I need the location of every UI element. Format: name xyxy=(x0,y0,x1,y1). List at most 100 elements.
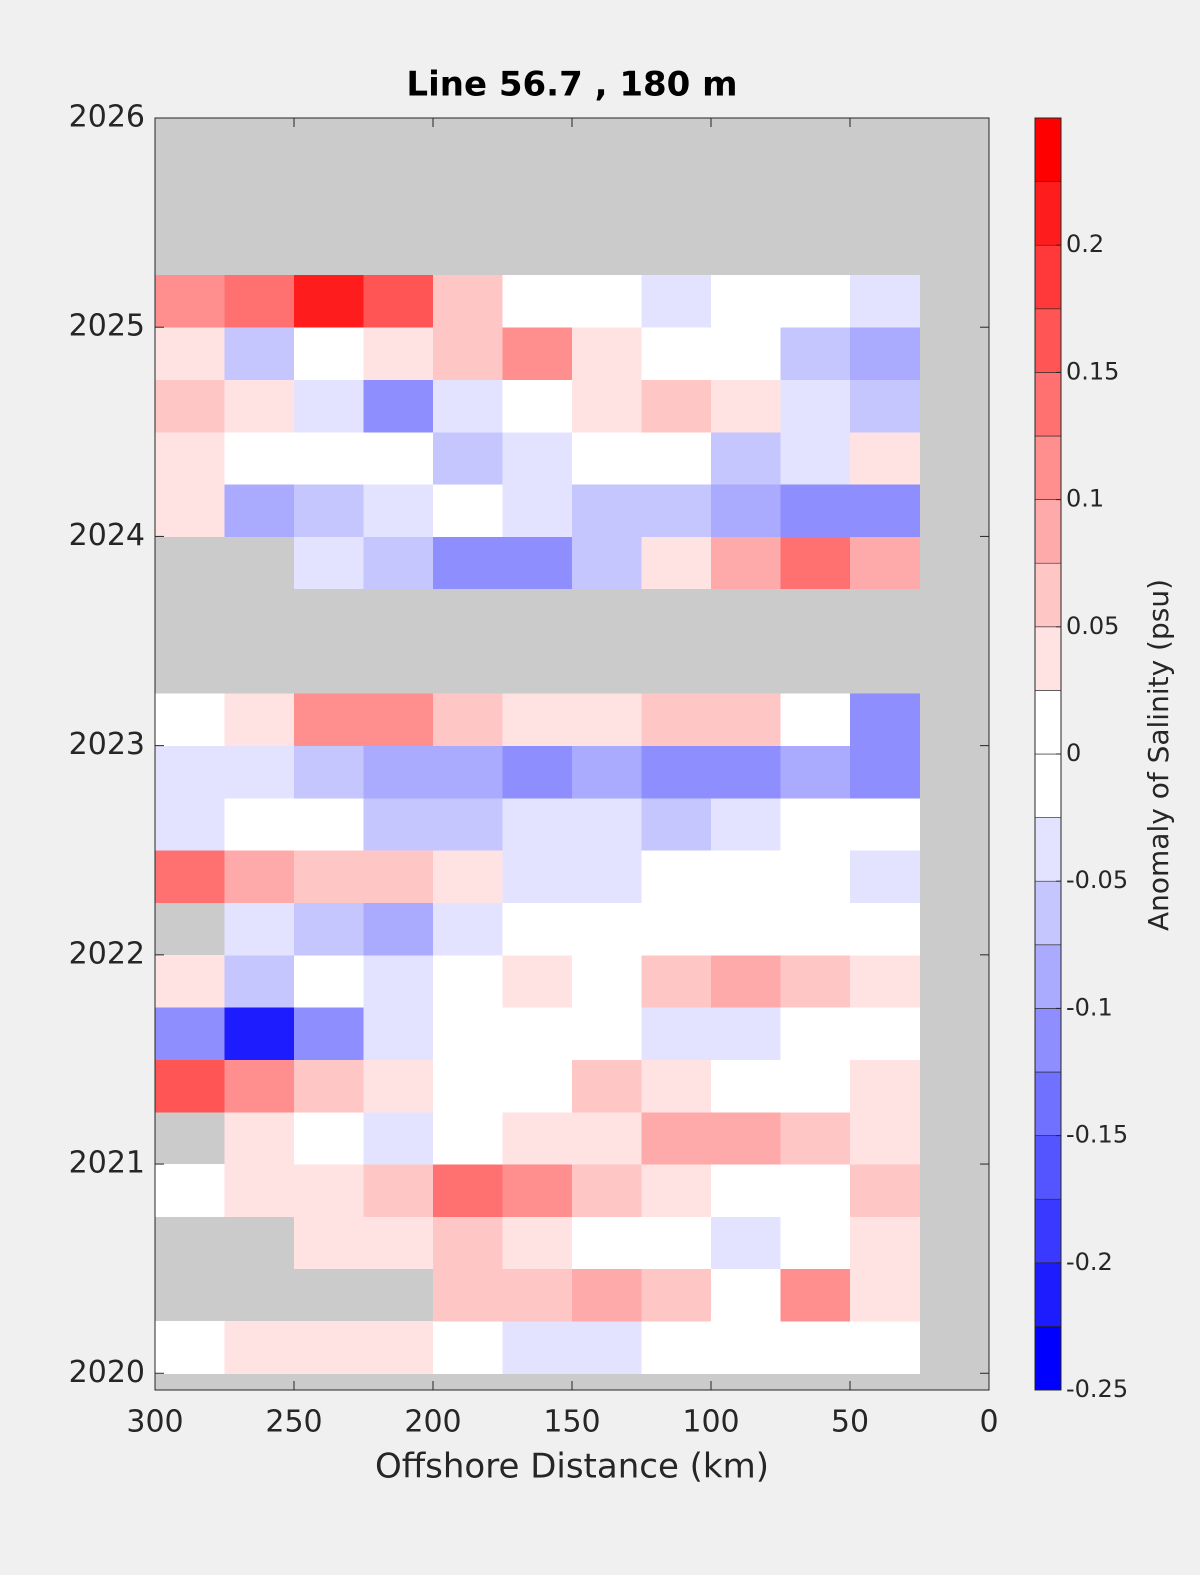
field-cell xyxy=(572,954,642,1008)
colorbar-tick-label: -0.25 xyxy=(1066,1375,1128,1403)
field-cell xyxy=(572,902,642,956)
field-cell xyxy=(572,1059,642,1113)
field-cell xyxy=(294,850,364,904)
field-cell xyxy=(433,693,503,747)
field-cell xyxy=(780,484,851,537)
field-cell xyxy=(711,1164,781,1217)
field-cell xyxy=(294,745,364,799)
field-cell xyxy=(780,1164,851,1217)
field-cell xyxy=(363,1111,434,1165)
field-cell xyxy=(850,954,920,1008)
field-cell xyxy=(780,1320,851,1374)
y-tick-label: 2026 xyxy=(69,100,145,135)
field-cell xyxy=(433,1059,503,1113)
field-cell xyxy=(641,1007,712,1060)
field-cell xyxy=(363,797,434,851)
field-cell xyxy=(155,431,225,485)
y-tick-label: 2024 xyxy=(69,518,145,553)
field-cell xyxy=(502,327,573,381)
field-cell xyxy=(780,1216,851,1270)
field-cell xyxy=(502,797,573,851)
field-cell xyxy=(502,1164,573,1217)
field-cell xyxy=(850,745,920,799)
field-cell xyxy=(780,954,851,1008)
field-cell xyxy=(572,797,642,851)
x-tick-label: 0 xyxy=(979,1405,998,1440)
colorbar-band xyxy=(1034,372,1062,437)
colorbar-tick-label: -0.15 xyxy=(1066,1121,1128,1149)
field-cell xyxy=(572,274,642,328)
field-cell xyxy=(363,484,434,537)
field-cell xyxy=(363,327,434,381)
field-cell xyxy=(155,693,225,747)
field-cell xyxy=(780,1111,851,1165)
field-cell xyxy=(780,745,851,799)
field-cell xyxy=(641,954,712,1008)
y-tick-label: 2022 xyxy=(69,936,145,971)
colorbar-tick-label: 0.15 xyxy=(1066,357,1119,385)
field-cell xyxy=(711,484,781,537)
field-cell xyxy=(641,536,712,590)
field-cell xyxy=(433,1216,503,1270)
field-cell xyxy=(294,379,364,433)
field-cell xyxy=(572,1268,642,1322)
field-cell xyxy=(502,954,573,1008)
field-cell xyxy=(711,379,781,433)
field-cell xyxy=(224,1059,295,1113)
field-cell xyxy=(641,431,712,485)
field-cell xyxy=(641,1111,712,1165)
field-cell xyxy=(433,1111,503,1165)
colorbar-band xyxy=(1034,1198,1062,1264)
field-cell xyxy=(155,484,225,537)
field-cell xyxy=(294,902,364,956)
field-cell xyxy=(850,850,920,904)
y-tick-label: 2025 xyxy=(69,309,145,344)
field-cell xyxy=(850,379,920,433)
field-cell xyxy=(711,1216,781,1270)
colorbar-band xyxy=(1034,1262,1062,1327)
field-cell xyxy=(294,1059,364,1113)
field-cell xyxy=(155,797,225,851)
field-cell xyxy=(641,850,712,904)
field-cell xyxy=(711,431,781,485)
field-cell xyxy=(224,693,295,747)
field-cell xyxy=(224,379,295,433)
field-cell xyxy=(363,1320,434,1374)
field-cell xyxy=(155,850,225,904)
field-cell xyxy=(711,274,781,328)
field-cell xyxy=(294,484,364,537)
field-cell xyxy=(433,954,503,1008)
colorbar-tick-label: -0.1 xyxy=(1066,993,1113,1021)
y-tick-label: 2023 xyxy=(69,727,145,762)
field-cell xyxy=(780,274,851,328)
field-cell xyxy=(641,1216,712,1270)
field-cell xyxy=(780,1059,851,1113)
field-cell xyxy=(294,1164,364,1217)
field-cell xyxy=(224,902,295,956)
x-tick-label: 250 xyxy=(265,1405,322,1440)
field-cell xyxy=(224,1164,295,1217)
colorbar-band xyxy=(1034,1135,1062,1200)
field-cell xyxy=(294,274,364,328)
field-cell xyxy=(294,1320,364,1374)
colorbar-band xyxy=(1034,244,1062,310)
field-cell xyxy=(294,797,364,851)
field-cell xyxy=(572,1216,642,1270)
field-cell xyxy=(850,1216,920,1270)
field-cell xyxy=(780,536,851,590)
field-cell xyxy=(641,902,712,956)
field-cell xyxy=(572,693,642,747)
colorbar-band xyxy=(1034,1326,1062,1391)
field-cell xyxy=(363,1059,434,1113)
field-cell xyxy=(641,1164,712,1217)
field-cell xyxy=(363,693,434,747)
field-cell xyxy=(224,1007,295,1060)
field-cell xyxy=(363,745,434,799)
field-cell xyxy=(224,1111,295,1165)
field-cell xyxy=(502,693,573,747)
x-tick-label: 300 xyxy=(126,1405,183,1440)
x-tick-label: 50 xyxy=(831,1405,869,1440)
field-cell xyxy=(294,431,364,485)
field-cell xyxy=(363,954,434,1008)
